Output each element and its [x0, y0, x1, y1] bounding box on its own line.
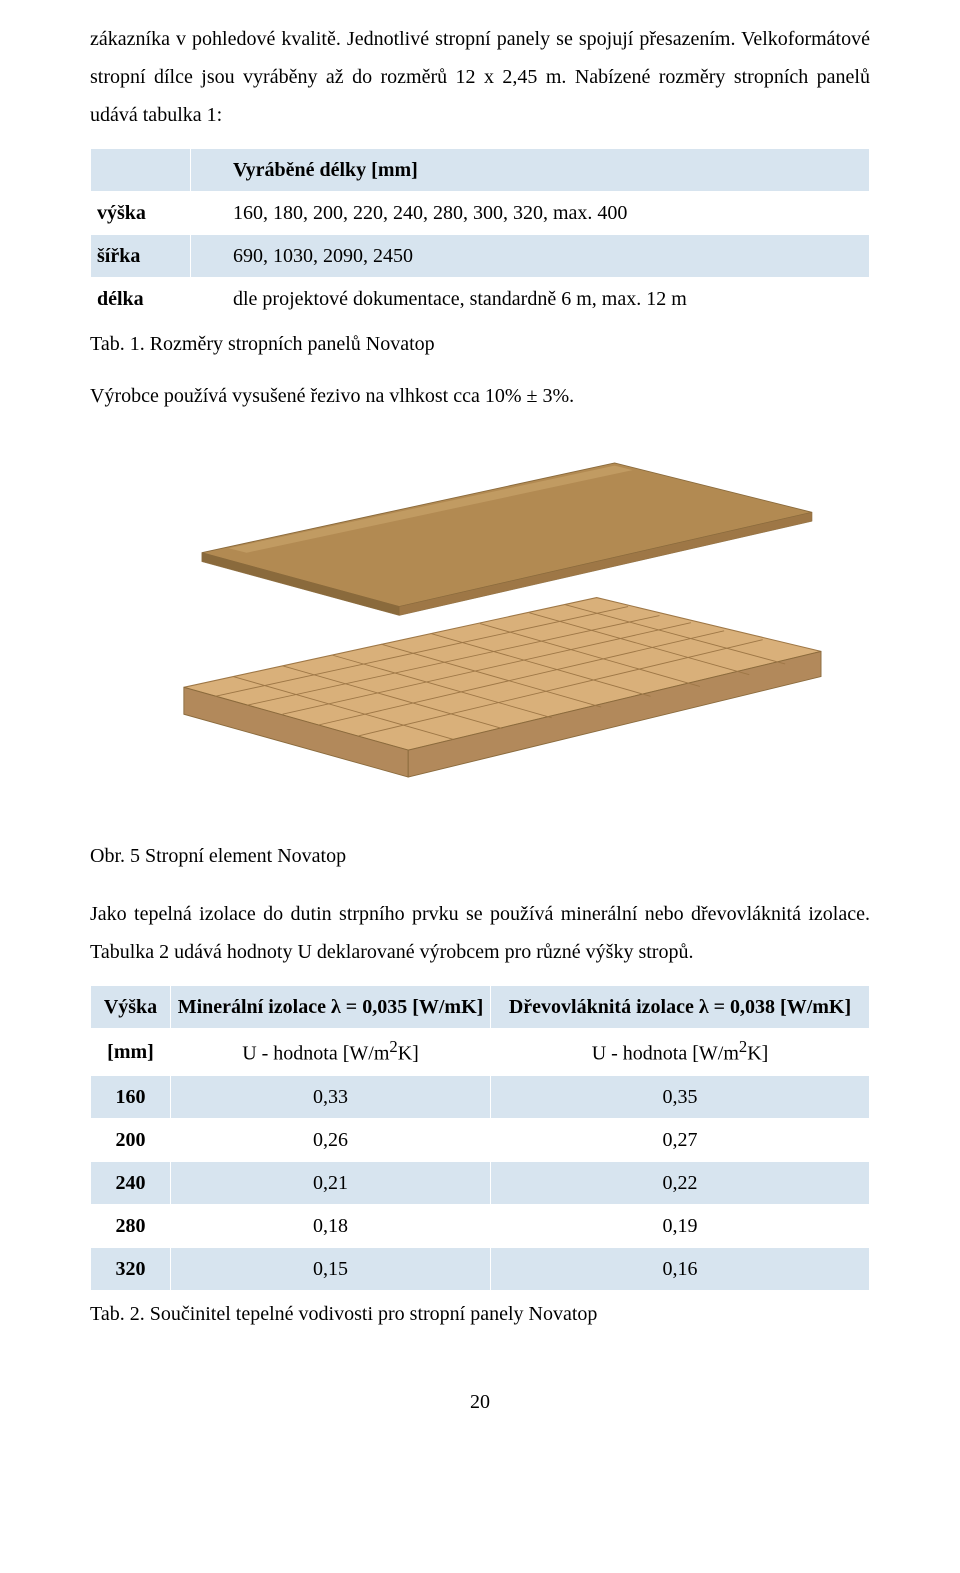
table-row: 160 0,33 0,35: [91, 1075, 870, 1118]
t2-r3-h: 280: [116, 1215, 146, 1237]
t2-r2-h: 240: [116, 1172, 146, 1194]
mid-paragraph: Jako tepelná izolace do dutin strpního p…: [90, 895, 870, 971]
t2-r3-a: 0,18: [171, 1204, 491, 1247]
table-1-row-sirka: šířka 690, 1030, 2090, 2450: [91, 235, 870, 278]
page: zákazníka v pohledové kvalitě. Jednotliv…: [0, 0, 960, 1461]
table-2-caption: Tab. 2. Součinitel tepelné vodivosti pro…: [90, 1295, 870, 1333]
table-row: 200 0,26 0,27: [91, 1118, 870, 1161]
t2-r4-h: 320: [116, 1258, 146, 1280]
t2-r4-a: 0,15: [171, 1247, 491, 1290]
t2-h-col1b-sup: 2: [389, 1037, 397, 1056]
figure-5-caption: Obr. 5 Stropní element Novatop: [90, 837, 870, 875]
t1-vyska-label: výška: [97, 202, 146, 224]
t2-r2-a: 0,21: [171, 1161, 491, 1204]
t2-r1-h: 200: [116, 1129, 146, 1151]
t1-delka-label: délka: [97, 288, 144, 310]
panel-illustration-svg: [130, 435, 830, 805]
t2-h-col1b-post: K]: [398, 1043, 419, 1065]
table-1-caption: Tab. 1. Rozměry stropních panelů Novatop: [90, 325, 870, 363]
figure-5: [90, 435, 870, 825]
t2-h-col0b: [mm]: [107, 1041, 154, 1063]
after-t1-text: Výrobce používá vysušené řezivo na vlhko…: [90, 377, 870, 415]
table-row: 280 0,18 0,19: [91, 1204, 870, 1247]
t2-r0-a: 0,33: [171, 1075, 491, 1118]
t2-header-row-1: Výška Minerální izolace λ = 0,035 [W/mK]…: [91, 986, 870, 1029]
t1-vyska-value: 160, 180, 200, 220, 240, 280, 300, 320, …: [197, 194, 627, 232]
t2-r3-b: 0,19: [491, 1204, 870, 1247]
t2-h-col0a: Výška: [91, 986, 171, 1029]
t2-h-col2a: Dřevovláknitá izolace λ = 0,038 [W/mK]: [491, 986, 870, 1029]
table-2: Výška Minerální izolace λ = 0,035 [W/mK]…: [90, 985, 870, 1291]
t2-r1-a: 0,26: [171, 1118, 491, 1161]
t2-r4-b: 0,16: [491, 1247, 870, 1290]
t2-r2-b: 0,22: [491, 1161, 870, 1204]
table-1-row-delka: délka dle projektové dokumentace, standa…: [91, 278, 870, 321]
t1-sirka-label: šířka: [97, 245, 140, 267]
t2-r0-h: 160: [116, 1086, 146, 1108]
table-1-row-vyska: výška 160, 180, 200, 220, 240, 280, 300,…: [91, 192, 870, 235]
t1-delka-value: dle projektové dokumentace, standardně 6…: [197, 280, 687, 318]
table-1: Vyráběné délky [mm] výška 160, 180, 200,…: [90, 148, 870, 321]
table-row: 320 0,15 0,16: [91, 1247, 870, 1290]
t2-h-col1b-pre: U - hodnota [W/m: [242, 1043, 389, 1065]
table-row: 240 0,21 0,22: [91, 1161, 870, 1204]
t2-header-row-2: [mm] U - hodnota [W/m2K] U - hodnota [W/…: [91, 1029, 870, 1076]
t2-h-col1a: Minerální izolace λ = 0,035 [W/mK]: [171, 986, 491, 1029]
table-1-header-right: Vyráběné délky [mm]: [197, 151, 418, 189]
t2-h-col2b-post: K]: [747, 1043, 768, 1065]
t2-h-col2b-sup: 2: [739, 1037, 747, 1056]
page-number: 20: [90, 1383, 870, 1421]
table-1-header-empty: [91, 149, 191, 192]
t2-r1-b: 0,27: [491, 1118, 870, 1161]
t2-r0-b: 0,35: [491, 1075, 870, 1118]
t1-sirka-value: 690, 1030, 2090, 2450: [197, 237, 413, 275]
table-1-header-row: Vyráběné délky [mm]: [91, 149, 870, 192]
t2-h-col2b-pre: U - hodnota [W/m: [592, 1043, 739, 1065]
intro-paragraph: zákazníka v pohledové kvalitě. Jednotliv…: [90, 20, 870, 134]
